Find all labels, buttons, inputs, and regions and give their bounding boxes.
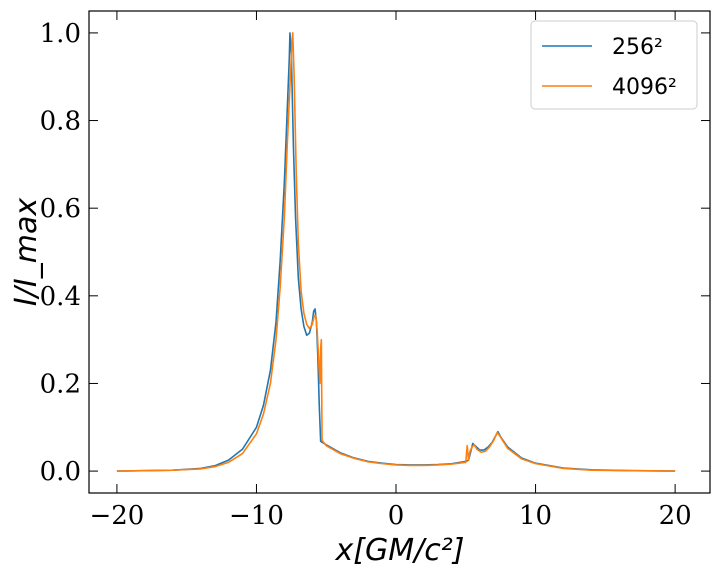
series-lines <box>116 32 676 472</box>
y-tick-label: 0.4 <box>40 282 81 312</box>
x-axis-label: x[GM/c²] <box>335 533 465 568</box>
x-tick-label: −20 <box>89 501 144 531</box>
x-tick-label: −10 <box>229 501 284 531</box>
x-tick-label: 0 <box>388 501 405 531</box>
y-axis-label: I/I_max <box>9 198 44 306</box>
y-tick-label: 1.0 <box>40 19 81 49</box>
legend-label-series-0: 256² <box>612 35 663 60</box>
legend-label-series-1: 4096² <box>612 75 677 100</box>
legend-box <box>530 20 698 110</box>
x-tick-label: 10 <box>519 501 552 531</box>
plot-frame <box>88 10 711 494</box>
legend: 256² 4096² <box>530 20 698 110</box>
y-tick-label: 0.6 <box>40 194 81 224</box>
axis-ticks: −20 −10 0 10 20 0.0 0.2 0.4 0.6 0.8 1.0 <box>40 11 710 531</box>
y-tick-label: 0.8 <box>40 107 81 137</box>
y-tick-label: 0.2 <box>40 369 81 399</box>
y-tick-label: 0.0 <box>40 457 81 487</box>
series-line-1 <box>116 32 676 472</box>
x-tick-label: 20 <box>659 501 692 531</box>
